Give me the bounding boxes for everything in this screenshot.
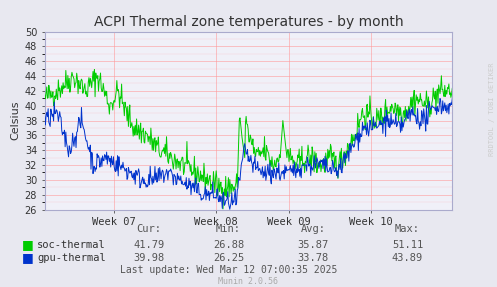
Text: Max:: Max: [395,224,420,234]
Title: ACPI Thermal zone temperatures - by month: ACPI Thermal zone temperatures - by mont… [94,15,403,29]
Text: gpu-thermal: gpu-thermal [37,253,106,263]
Text: RRDTOOL / TOBI OETIKER: RRDTOOL / TOBI OETIKER [489,62,495,156]
Text: 51.11: 51.11 [392,240,423,250]
Text: Munin 2.0.56: Munin 2.0.56 [219,277,278,286]
Text: soc-thermal: soc-thermal [37,240,106,250]
Text: 39.98: 39.98 [134,253,165,263]
Text: Avg:: Avg: [301,224,326,234]
Text: ■: ■ [22,251,34,264]
Text: ■: ■ [22,238,34,251]
Y-axis label: Celsius: Celsius [10,101,20,140]
Text: Last update: Wed Mar 12 07:00:35 2025: Last update: Wed Mar 12 07:00:35 2025 [120,265,337,275]
Text: 41.79: 41.79 [134,240,165,250]
Text: 33.78: 33.78 [298,253,329,263]
Text: 26.25: 26.25 [213,253,244,263]
Text: Cur:: Cur: [137,224,162,234]
Text: 26.88: 26.88 [213,240,244,250]
Text: 35.87: 35.87 [298,240,329,250]
Text: Min:: Min: [216,224,241,234]
Text: 43.89: 43.89 [392,253,423,263]
